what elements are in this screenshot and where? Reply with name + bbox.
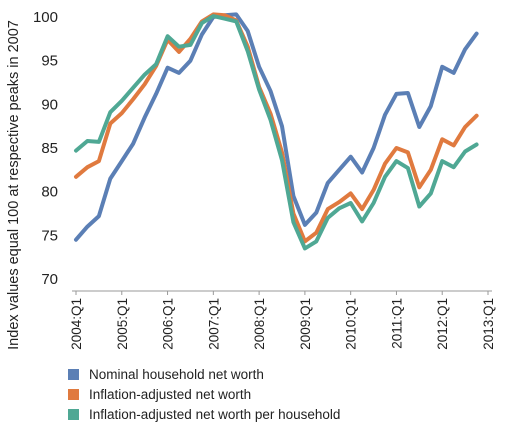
legend-item-nominal: Nominal household net worth [68,364,340,384]
legend-item-inflation-adjusted: Inflation-adjusted net worth [68,384,340,404]
x-tick-label: 2008:Q1 [252,298,267,350]
legend-label: Inflation-adjusted net worth per househo… [89,406,341,422]
x-axis-ticks: 2004:Q1 2005:Q1 2006:Q1 2007:Q1 2008:Q1 2009:… [69,291,496,350]
series-line-1 [74,12,479,244]
x-tick-label: 2013:Q1 [481,298,496,350]
y-tick-label: 90 [41,96,58,113]
y-tick-label: 75 [41,227,58,244]
legend-label: Inflation-adjusted net worth [89,386,252,402]
y-axis-label: Index values equal 100 at respective pea… [6,20,22,350]
x-tick-label: 2007:Q1 [206,298,221,350]
x-tick-label: 2004:Q1 [69,298,84,350]
legend-item-per-household: Inflation-adjusted net worth per househo… [68,404,340,424]
y-axis-ticks: 70 75 80 85 90 95 100 [33,9,58,288]
legend-swatch [68,408,79,420]
y-tick-label: 95 [41,53,58,70]
series-line-0 [74,12,479,242]
x-tick-label: 2006:Q1 [161,298,176,350]
legend-swatch [68,368,79,380]
legend: Nominal household net worth Inflation-ad… [68,364,340,424]
x-tick-label: 2005:Q1 [115,298,130,350]
y-tick-label: 80 [41,184,58,201]
x-tick-label: 2011:Q1 [389,298,404,349]
x-tick-label: 2009:Q1 [298,298,313,350]
y-tick-label: 70 [41,271,58,288]
y-tick-label: 100 [33,9,58,26]
series-line-2 [74,14,479,251]
x-tick-label: 2010:Q1 [344,298,359,350]
y-tick-label: 85 [41,140,58,157]
legend-swatch [68,388,79,400]
x-tick-label: 2012:Q1 [435,298,450,350]
series-lines [74,12,479,251]
legend-label: Nominal household net worth [89,366,264,382]
